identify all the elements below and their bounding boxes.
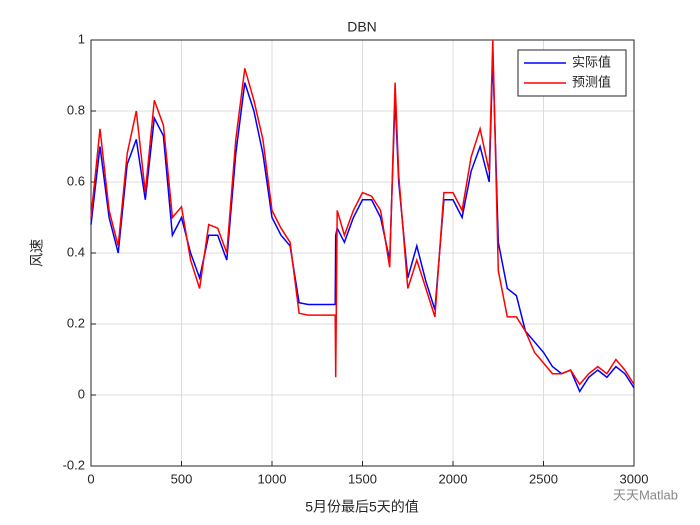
- y-tick-label: 0.2: [67, 315, 85, 330]
- legend-label: 实际值: [572, 54, 611, 69]
- x-tick-label: 1000: [258, 471, 287, 486]
- x-tick-label: 1500: [348, 471, 377, 486]
- x-tick-label: 3000: [620, 471, 649, 486]
- y-tick-label: 0.4: [67, 244, 85, 259]
- x-tick-label: 0: [87, 471, 94, 486]
- watermark: 天天Matlab: [613, 487, 678, 502]
- x-tick-label: 2000: [439, 471, 468, 486]
- x-axis-label: 5月份最后5天的值: [305, 499, 419, 515]
- y-tick-label: 1: [78, 31, 85, 46]
- y-tick-label: 0.8: [67, 102, 85, 117]
- y-tick-label: -0.2: [63, 457, 85, 472]
- chart-title: DBN: [347, 19, 377, 35]
- legend-box: [517, 49, 627, 97]
- y-tick-label: 0.6: [67, 173, 85, 188]
- plot-frame: [90, 39, 635, 467]
- legend-label: 预测值: [572, 74, 611, 89]
- y-axis-label: 风速: [29, 239, 45, 267]
- x-tick-label: 2500: [529, 471, 558, 486]
- data-line: [90, 39, 635, 386]
- x-tick-label: 500: [171, 471, 193, 486]
- y-tick-label: 0: [78, 386, 85, 401]
